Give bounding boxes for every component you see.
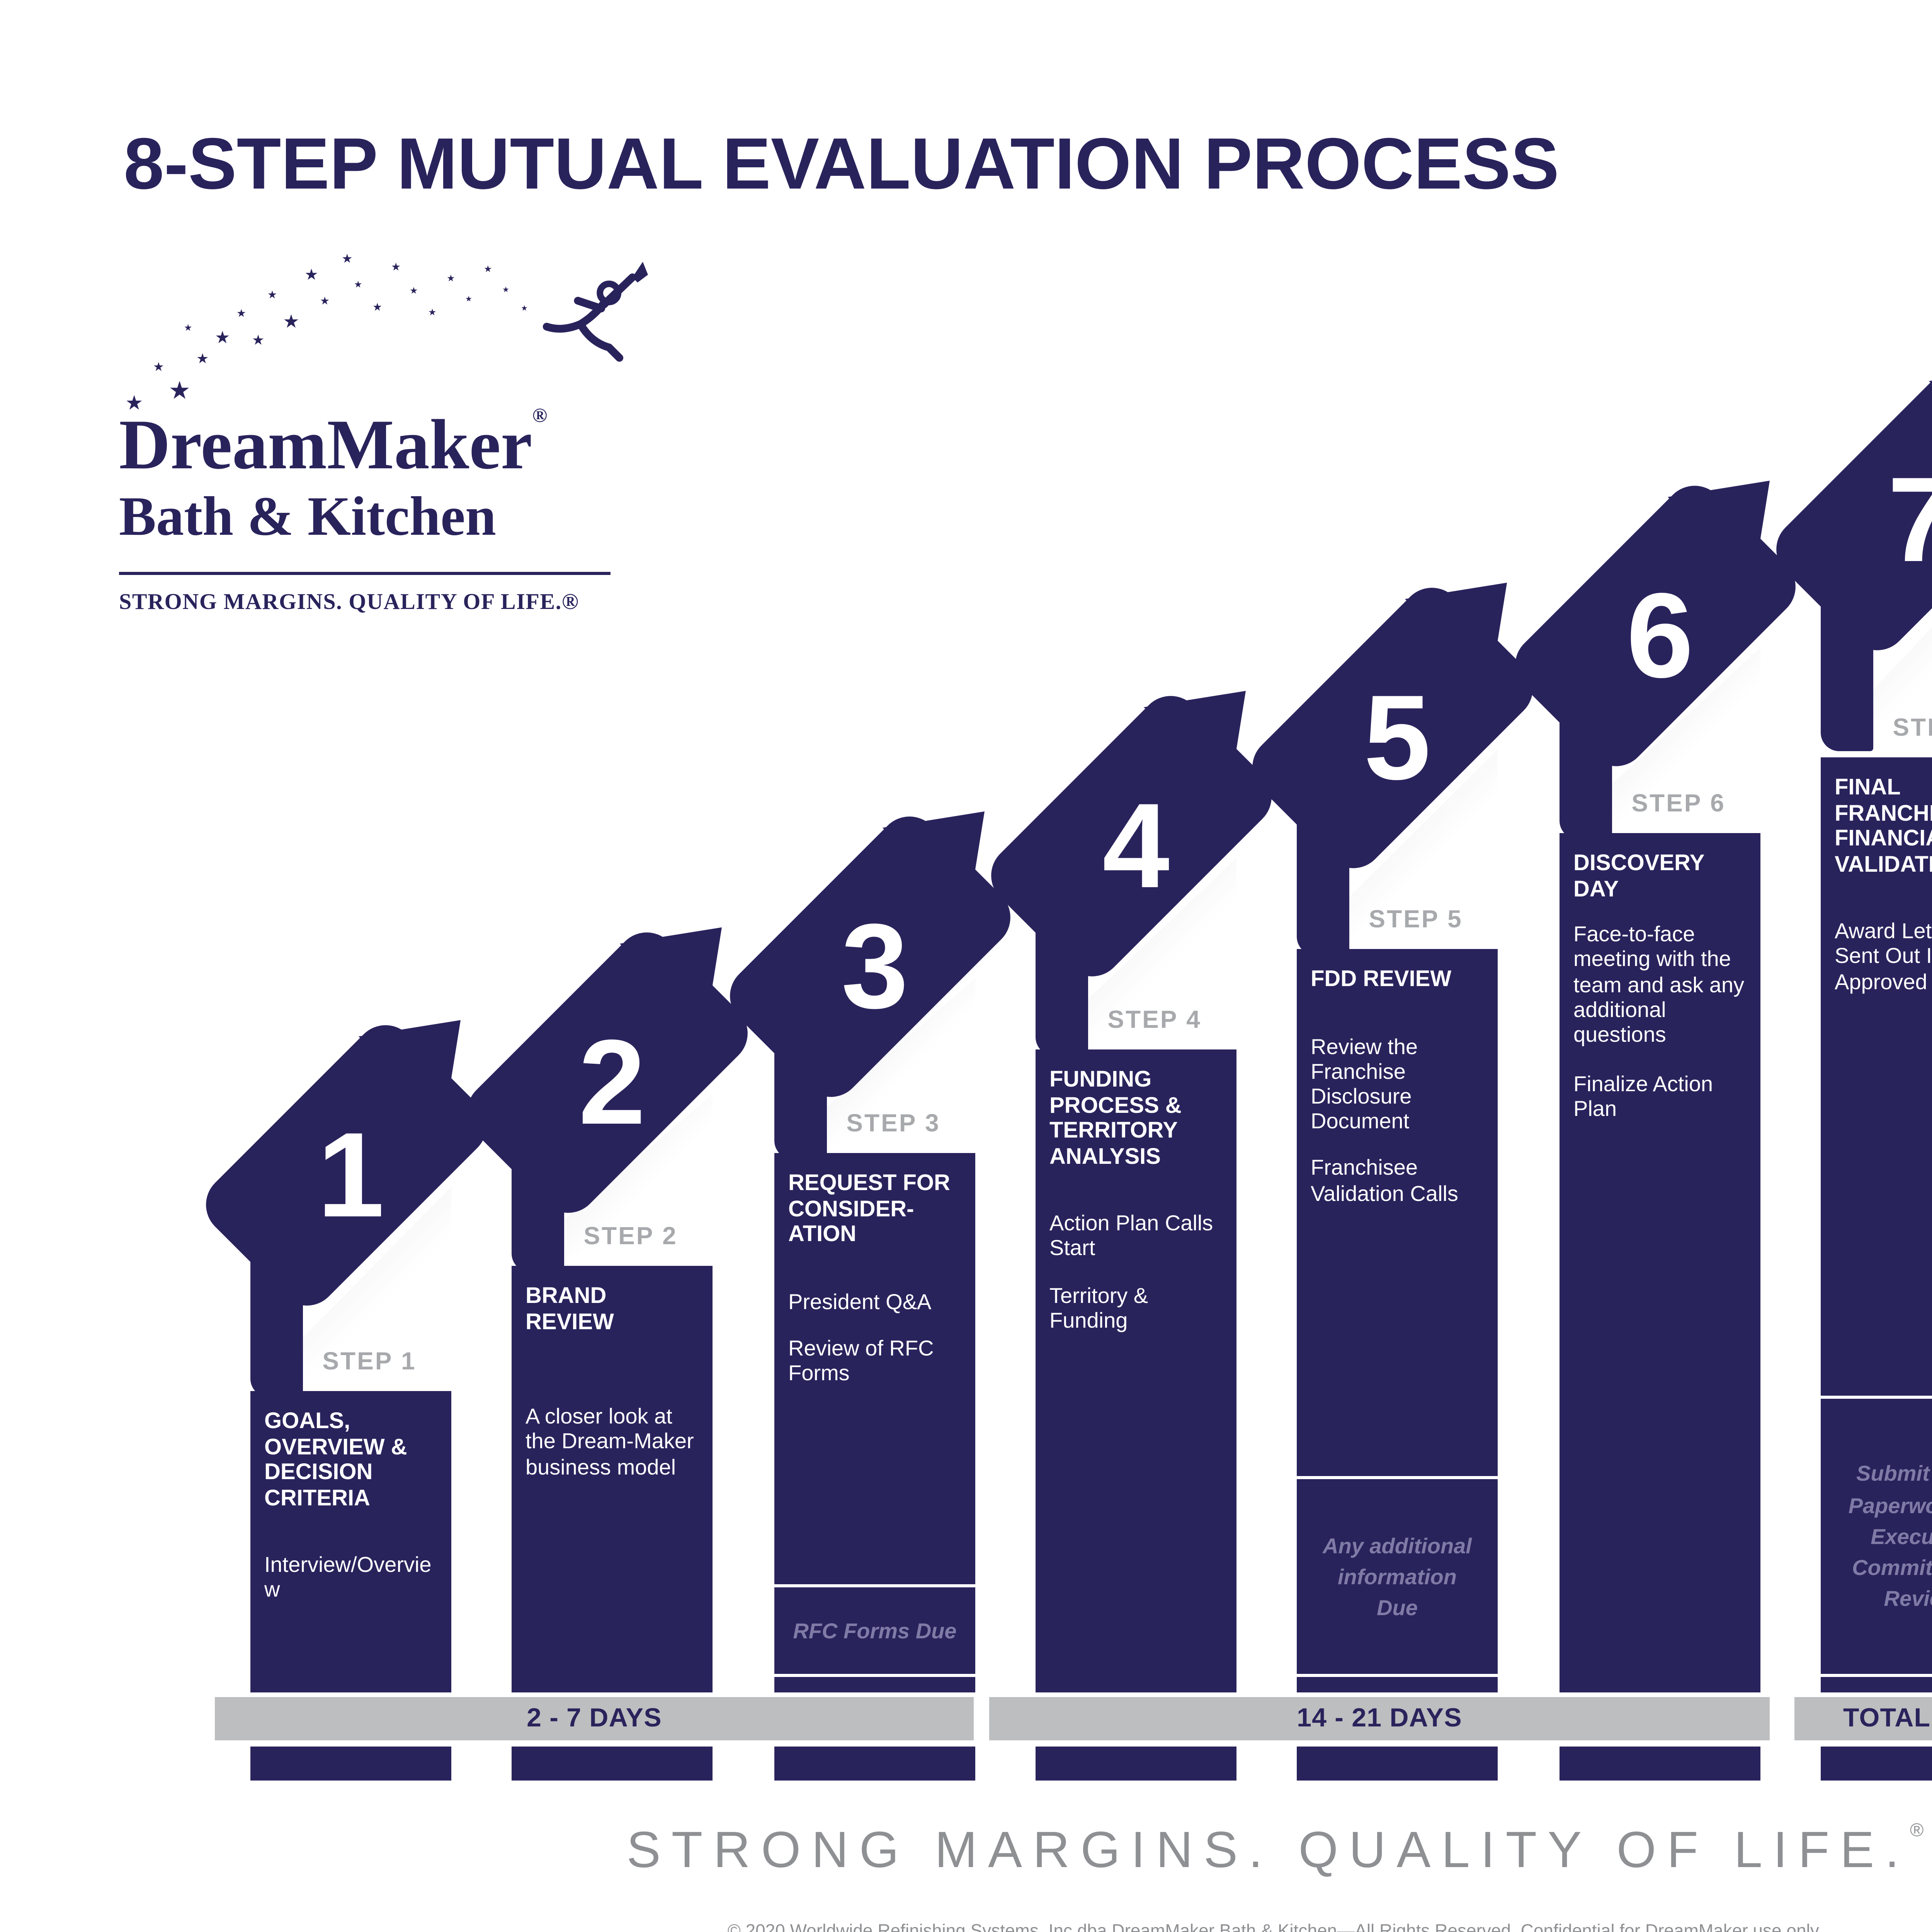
star-icon: ★ — [283, 311, 300, 332]
footer-copyright: © 2020 Worldwide Refinishing Systems, In… — [727, 1923, 1823, 1932]
timeline-bar-2-7-days: 2 - 7 DAYS — [215, 1697, 974, 1740]
star-icon: ★ — [447, 275, 455, 284]
star-icon: ★ — [320, 297, 330, 308]
page-title: 8-STEP MUTUAL EVALUATION PROCESS — [124, 122, 1560, 204]
step-heading: BRAND REVIEW — [526, 1284, 614, 1335]
star-icon: ★ — [215, 329, 230, 348]
star-icon: ★ — [484, 266, 492, 275]
step-label: STEP 4 — [1107, 1008, 1202, 1034]
step-panel: REQUEST FOR CONSIDER-ATION President Q&A… — [774, 1153, 975, 1692]
star-icon: ★ — [372, 303, 383, 314]
column-stub — [774, 1747, 975, 1781]
column-stub — [1821, 1747, 1932, 1781]
step-body: Franchisee Validation Calls — [1311, 1155, 1458, 1205]
footer-tagline: STRONG MARGINS. QUALITY OF LIFE.® — [626, 1819, 1924, 1878]
star-icon: ★ — [252, 332, 265, 348]
step-body: A closer look at the Dream-Maker busines… — [526, 1403, 694, 1478]
star-icon: ★ — [153, 360, 164, 374]
column-stub — [250, 1747, 451, 1781]
star-icon: ★ — [267, 291, 277, 301]
step-number: 1 — [317, 1107, 384, 1243]
step-heading: FUNDING PROCESS & TERRITORY ANALYSIS — [1049, 1068, 1182, 1170]
star-icon: ★ — [196, 351, 209, 366]
step-label: STEP 5 — [1369, 907, 1463, 934]
step-number: 6 — [1626, 567, 1694, 703]
step-heading: FINAL FRANCHISEE & FINANCIAL VALIDATION — [1835, 776, 1932, 878]
step-heading: DISCOVERY DAY — [1573, 852, 1704, 902]
step-body: Review of RFC Forms — [788, 1335, 934, 1385]
step-panel: DISCOVERY DAY Face-to-face meeting with … — [1560, 833, 1760, 1692]
star-icon: ★ — [502, 286, 509, 295]
step-number: 5 — [1364, 669, 1431, 805]
due-note: Submit Final Paperwork for Executive Com… — [1821, 1396, 1932, 1677]
step-panel: FDD REVIEW Review the Franchise Disclosu… — [1297, 949, 1498, 1692]
star-icon: ★ — [428, 309, 437, 318]
step-body: Action Plan Calls Start — [1049, 1210, 1213, 1260]
star-icon: ★ — [168, 379, 191, 405]
step-body: Interview/Overview — [264, 1552, 432, 1602]
step-label: STEP 2 — [583, 1224, 678, 1250]
step-panel: FUNDING PROCESS & TERRITORY ANALYSIS Act… — [1036, 1049, 1236, 1692]
step-body: President Q&A — [788, 1288, 932, 1313]
step-number: 2 — [578, 1014, 646, 1150]
column-stub — [1036, 1747, 1236, 1781]
step-number: 4 — [1102, 777, 1170, 913]
step-number: 7 — [1821, 434, 1932, 604]
step-body: Award Letter is Sent Out If Approved — [1835, 918, 1932, 993]
step-body: Face-to-face meeting with the team and a… — [1573, 921, 1745, 1046]
step-label: STEP 7 — [1893, 716, 1932, 742]
step-panel: FINAL FRANCHISEE & FINANCIAL VALIDATION … — [1821, 757, 1932, 1692]
step-number: 3 — [841, 898, 908, 1034]
column-stub — [512, 1747, 713, 1781]
step-body: Review the Franchise Disclosure Document — [1311, 1033, 1418, 1133]
star-icon: ★ — [465, 295, 472, 304]
star-icon: ★ — [236, 309, 247, 320]
step-label: STEP 3 — [846, 1111, 940, 1138]
timeline-bar-14-21-days: 14 - 21 DAYS — [989, 1697, 1770, 1740]
registered-mark: ® — [1910, 1819, 1924, 1841]
logo-brand: DreamMaker® — [119, 403, 548, 484]
timeline-label: 2 - 7 DAYS — [527, 1703, 662, 1733]
registered-mark: ® — [532, 403, 548, 427]
due-note: RFC Forms Due — [774, 1584, 975, 1677]
running-figure-icon — [543, 262, 648, 362]
column-stub — [1297, 1747, 1498, 1781]
star-icon: ★ — [304, 267, 318, 284]
step-panel: BRAND REVIEW A closer look at the Dream-… — [512, 1266, 713, 1692]
step-label: STEP 6 — [1631, 791, 1726, 818]
logo-divider — [119, 572, 611, 575]
step-panel: GOALS, OVERVIEW & DECISION CRITERIA Inte… — [250, 1391, 451, 1692]
step-label: STEP 1 — [322, 1349, 417, 1376]
dreammaker-logo: ★ ★ ★ ★ ★ ★ ★ ★ ★ ★ ★ ★ ★ ★ ★ ★ ★ ★ ★ ★ … — [116, 244, 688, 649]
star-icon: ★ — [410, 287, 418, 297]
timeline-label: TOTAL: 6 WEEKS — [1843, 1703, 1932, 1733]
wand-icon — [632, 262, 648, 283]
star-icon: ★ — [521, 304, 528, 314]
star-icon: ★ — [342, 252, 353, 266]
step-body: Finalize Action Plan — [1573, 1071, 1713, 1121]
step-heading: FDD REVIEW — [1311, 968, 1452, 992]
star-icon: ★ — [125, 391, 143, 414]
star-icon: ★ — [184, 325, 192, 334]
step-body: Territory & Funding — [1049, 1282, 1148, 1332]
column-stub — [1560, 1747, 1760, 1781]
timeline-bar-total: TOTAL: 6 WEEKS APPROXIMATELY — [1794, 1697, 1932, 1740]
logo-subtitle: Bath & Kitchen — [119, 485, 497, 547]
timeline-label: 14 - 21 DAYS — [1297, 1703, 1462, 1733]
due-note: Any additional information Due — [1297, 1476, 1498, 1677]
star-icon: ★ — [391, 263, 401, 274]
step-heading: GOALS, OVERVIEW & DECISION CRITERIA — [264, 1410, 407, 1511]
step-heading: REQUEST FOR CONSIDER-ATION — [788, 1172, 950, 1248]
star-icon: ★ — [354, 281, 362, 291]
logo-tagline: STRONG MARGINS. QUALITY OF LIFE.® — [119, 590, 579, 615]
